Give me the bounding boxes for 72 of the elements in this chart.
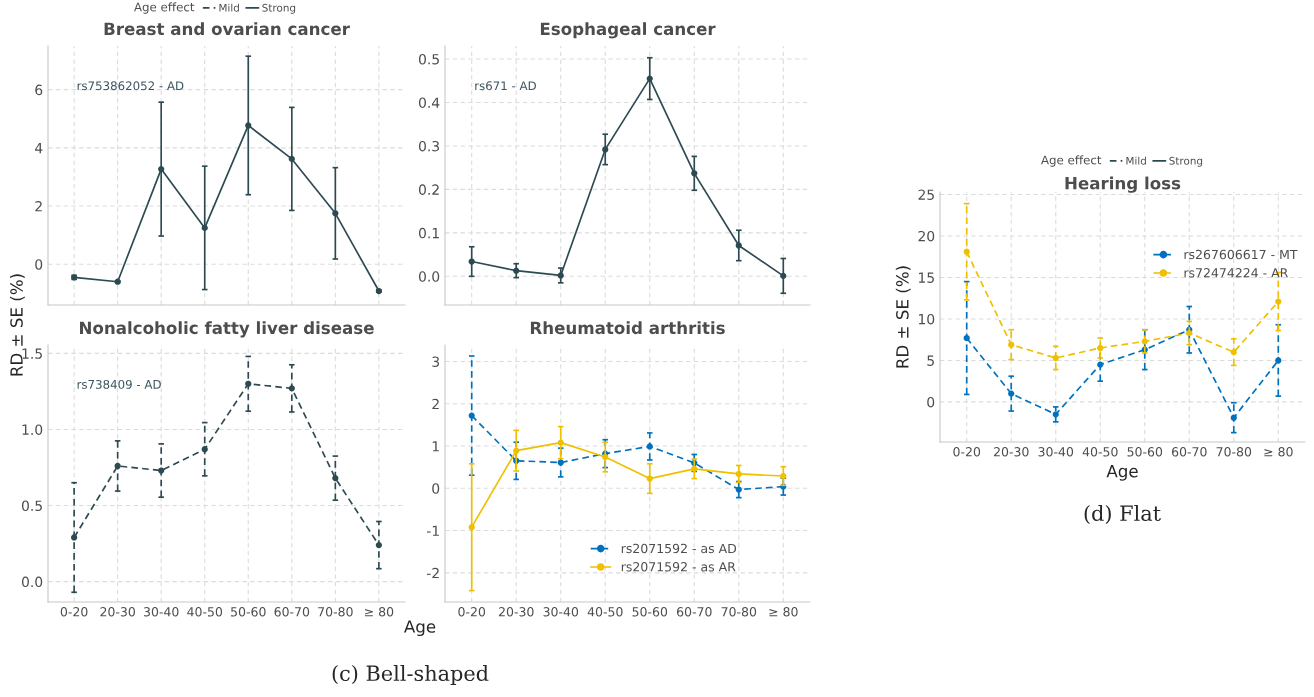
text: (c) Bell-shaped — [332, 664, 489, 686]
y-tick-label: 0 — [35, 259, 43, 270]
text: (d) Flat — [1084, 504, 1161, 524]
chart-title: Hearing loss — [1065, 176, 1181, 193]
chart-title: Esophageal cancer — [540, 22, 716, 39]
chart-title: Breast and ovarian cancer — [104, 22, 350, 36]
y-tick-label: 0.4 — [418, 97, 440, 108]
annotation: rs753862052 - AD — [77, 81, 184, 91]
legend-label: rs72474224 - AR — [1184, 268, 1289, 278]
y-tick-label: 5 — [927, 355, 934, 366]
x-tick-label: 0-20 — [458, 607, 486, 617]
x-tick-label: 60-70 — [274, 607, 310, 617]
x-tick-label: 40-50 — [587, 607, 623, 617]
x-tick-label: 50-60 — [231, 607, 266, 617]
x-tick-label: 70-80 — [721, 607, 757, 617]
x-tick-label: 60-70 — [1171, 447, 1207, 457]
annotation: rs738409 - AD — [77, 379, 161, 389]
x-tick-label: ≥ 80 — [769, 607, 798, 617]
y-tick-label: 4 — [34, 143, 43, 154]
x-tick-label: 70-80 — [318, 607, 353, 617]
legend-label: rs2071592 - as AD — [621, 543, 737, 554]
y-tick-label: 0.0 — [21, 576, 43, 588]
legend-title: Age effect — [134, 2, 195, 14]
text: Mild — [1126, 156, 1146, 165]
y-tick-label: 0.5 — [418, 54, 439, 65]
x-tick-label: ≥ 80 — [1264, 447, 1293, 457]
y-tick-label: 0 — [432, 483, 440, 494]
y-tick-label: 0.3 — [418, 140, 440, 152]
x-tick-label: 60-70 — [676, 607, 712, 617]
y-tick-label: -1 — [426, 525, 439, 536]
x-tick-label: 0-20 — [953, 447, 981, 457]
y-tick-label: 25 — [918, 189, 934, 200]
y-tick-label: 10 — [918, 313, 935, 325]
x-tick-label: 40-50 — [187, 607, 223, 617]
y-tick-label: 0.5 — [21, 500, 42, 511]
y-tick-label: 0.2 — [418, 184, 439, 195]
x-axis-title: Age — [404, 620, 436, 637]
y-tick-label: 2 — [35, 201, 42, 212]
y-tick-label: 1 — [432, 441, 439, 452]
x-tick-label: 70-80 — [1216, 447, 1252, 457]
x-tick-label: 0-20 — [60, 607, 88, 617]
y-tick-label: 6 — [35, 84, 43, 96]
text: Strong — [262, 3, 296, 14]
legend-label: rs267606617 - MT — [1184, 249, 1298, 260]
x-tick-label: 50-60 — [632, 607, 668, 617]
x-tick-label: 30-40 — [143, 607, 179, 617]
y-tick-label: 0.1 — [418, 227, 439, 239]
y-tick-label: 20 — [918, 230, 935, 242]
y-tick-label: 0.0 — [418, 271, 440, 282]
y-tick-label: 2 — [432, 398, 439, 410]
y-axis-title: RD ± SE (%) — [895, 266, 911, 368]
x-tick-label: 20-30 — [993, 447, 1029, 457]
y-tick-label: 3 — [432, 356, 440, 367]
annotation: rs671 - AD — [475, 81, 536, 91]
legend-label: rs2071592 - as AR — [621, 562, 736, 572]
x-tick-label: ≥ 80 — [365, 607, 394, 617]
x-tick-label: 30-40 — [543, 607, 579, 617]
legend-title: Age effect — [1041, 155, 1102, 167]
text: Mild — [219, 3, 239, 12]
text: Strong — [1169, 156, 1203, 167]
x-axis-title: Age — [1106, 465, 1138, 481]
y-tick-label: 0 — [927, 396, 935, 408]
x-tick-label: 40-50 — [1082, 447, 1118, 457]
x-tick-label: 50-60 — [1127, 447, 1163, 457]
y-tick-label: 1.0 — [22, 424, 43, 435]
x-tick-label: 20-30 — [498, 607, 534, 617]
y-tick-label: -2 — [426, 567, 439, 579]
chart-title: Nonalcoholic fatty liver disease — [80, 321, 374, 338]
chart-title: Rheumatoid arthritis — [530, 321, 725, 335]
x-tick-label: 30-40 — [1038, 447, 1074, 457]
y-tick-label: 15 — [918, 272, 934, 283]
x-tick-label: 20-30 — [100, 607, 135, 617]
